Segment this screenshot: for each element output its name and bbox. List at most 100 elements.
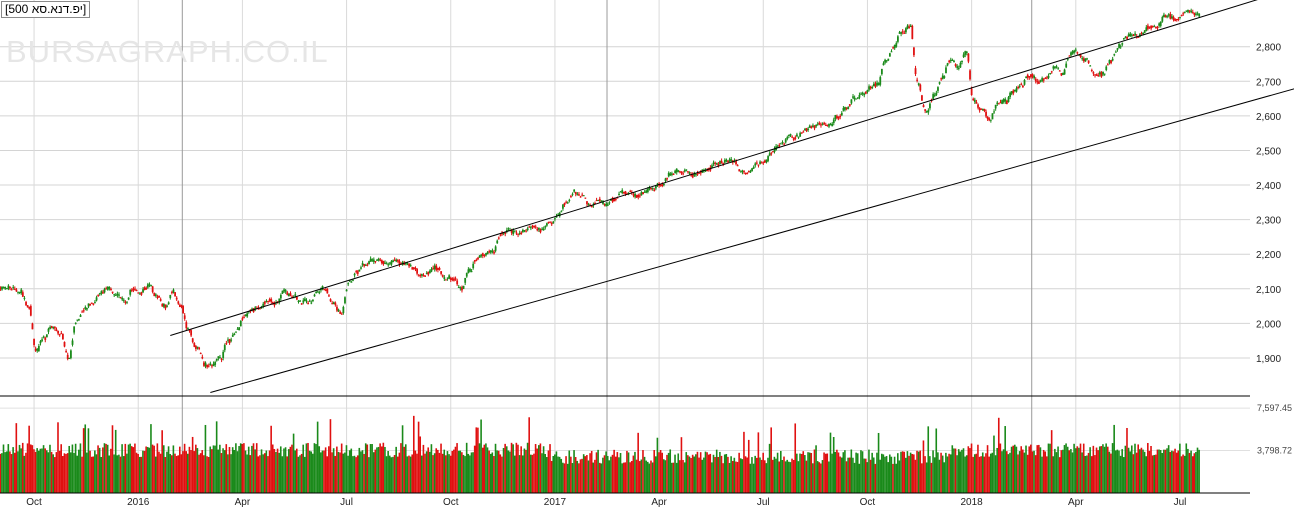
candle-body: [954, 64, 957, 66]
candle-body: [781, 141, 784, 143]
candle-body: [549, 221, 552, 223]
volume-bar: [268, 450, 271, 493]
volume-bar: [331, 452, 333, 493]
volume-bar: [227, 454, 229, 493]
volume-bar: [1010, 446, 1013, 493]
volume-bar: [884, 456, 886, 493]
volume-bar: [943, 462, 946, 493]
volume-bar: [818, 462, 821, 493]
candle-body: [866, 90, 869, 93]
candle-body: [225, 343, 228, 345]
volume-bar: [696, 451, 699, 493]
volume-bar: [21, 442, 24, 493]
candle-body: [440, 271, 443, 274]
volume-bar: [417, 421, 420, 493]
candle-body: [852, 96, 854, 98]
candle-body: [1063, 69, 1066, 75]
volume-bar: [340, 443, 343, 493]
volume-bar: [406, 456, 409, 493]
candle-body: [203, 362, 205, 366]
candle-body: [491, 250, 494, 252]
volume-bar: [887, 462, 889, 493]
x-tick-label: Jul: [1174, 497, 1187, 508]
candle-body: [1193, 12, 1196, 15]
volume-bar: [541, 453, 543, 493]
candle-body: [158, 295, 160, 298]
volume-bar: [619, 452, 622, 493]
candle-body: [387, 264, 390, 266]
candle-body: [1198, 13, 1201, 17]
volume-bar: [573, 450, 575, 493]
candle-body: [606, 204, 609, 206]
volume-bar: [1097, 450, 1099, 493]
volume-bar: [606, 455, 609, 493]
volume-bar: [1108, 451, 1111, 493]
candle-body: [286, 292, 289, 295]
volume-bar: [457, 450, 460, 493]
volume-bar: [592, 462, 595, 493]
volume-bar: [505, 446, 508, 493]
volume-bar: [332, 448, 335, 493]
candle-body: [807, 128, 810, 130]
candle-body: [435, 265, 438, 270]
volume-bar: [480, 419, 482, 493]
candle-body: [140, 292, 143, 295]
volume-bar: [719, 451, 721, 493]
volume-bar: [712, 454, 715, 493]
volume-bar: [890, 456, 893, 493]
candle-body: [137, 292, 140, 294]
candle-body: [510, 229, 513, 233]
candle-body: [190, 330, 193, 336]
x-tick-label: Oct: [860, 497, 876, 508]
candle-body: [956, 66, 959, 68]
volume-bar: [255, 443, 258, 493]
candle-body: [650, 187, 652, 190]
candle-body: [105, 288, 108, 290]
volume-bar: [433, 453, 436, 493]
volume-bar: [491, 452, 494, 493]
volume-bar: [752, 463, 755, 493]
volume-bar: [126, 453, 128, 493]
candle-body: [313, 294, 316, 297]
candle-body: [363, 264, 366, 267]
candle-body: [39, 341, 42, 344]
candle-body: [448, 275, 451, 279]
volume-bar: [304, 456, 306, 493]
candle-body: [847, 107, 850, 109]
candle-body: [515, 232, 518, 234]
volume-bar: [451, 450, 454, 493]
candle-body: [324, 289, 327, 291]
volume-bar: [749, 463, 752, 493]
volume-bar: [140, 456, 143, 493]
volume-bar: [784, 461, 787, 493]
candle-body: [57, 330, 59, 334]
candle-body: [368, 261, 370, 265]
volume-bar: [1145, 456, 1148, 493]
candle-body: [251, 308, 253, 311]
volume-bar: [914, 459, 917, 493]
candle-body: [429, 270, 431, 274]
volume-bar: [68, 445, 71, 493]
volume-bar: [37, 450, 40, 493]
candle-body: [1195, 13, 1197, 15]
candle-body: [679, 171, 681, 173]
candle-body: [372, 259, 375, 262]
volume-bar: [571, 463, 574, 493]
volume-bar: [5, 451, 8, 493]
candle-body: [1145, 27, 1148, 31]
candle-body: [1028, 76, 1031, 78]
volume-bar: [414, 450, 417, 493]
volume-bar: [632, 455, 635, 493]
volume-bar: [1169, 451, 1172, 493]
candle-body: [812, 125, 814, 127]
candle-body: [50, 326, 53, 328]
candle-body: [820, 124, 822, 126]
volume-bar: [1041, 456, 1043, 493]
candle-body: [997, 103, 1000, 105]
volume-bar: [265, 450, 268, 493]
candle-body: [1065, 63, 1068, 68]
volume-bar: [1073, 443, 1075, 493]
volume-bar: [1052, 456, 1055, 493]
candle-body: [21, 292, 24, 297]
candle-body: [5, 288, 8, 290]
